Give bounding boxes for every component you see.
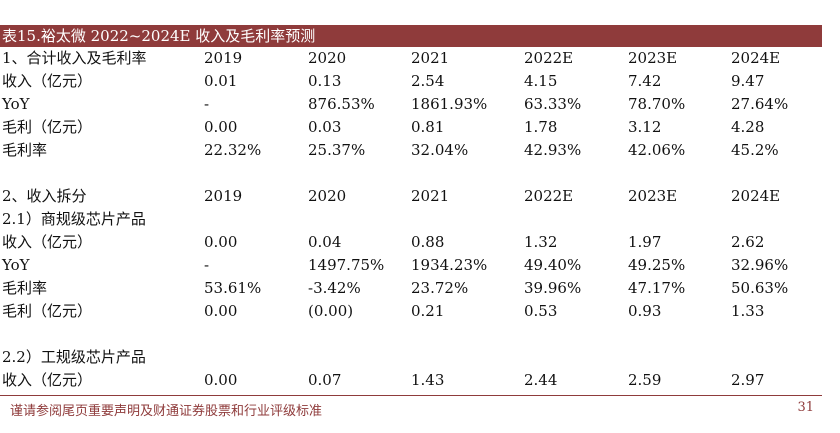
value-cell: 0.93 xyxy=(628,302,662,320)
table-row: 毛利（亿元） 0.00 0.03 0.81 1.78 3.12 4.28 xyxy=(0,116,822,139)
value-cell: 78.70% xyxy=(628,95,686,113)
value-cell: 0.88 xyxy=(411,233,445,251)
value-cell: 32.04% xyxy=(411,141,469,159)
value-cell: 42.93% xyxy=(524,141,582,159)
value-cell: 0.00 xyxy=(204,371,238,389)
value-cell: 53.61% xyxy=(204,279,262,297)
row-label: 毛利率 xyxy=(2,279,48,297)
value-cell: 0.00 xyxy=(204,118,238,136)
value-cell: 49.25% xyxy=(628,256,686,274)
row-label: 收入（亿元） xyxy=(2,72,93,90)
table-title: 表15.裕太微 2022~2024E 收入及毛利率预测 xyxy=(0,25,822,47)
table-row: 毛利率 22.32% 25.37% 32.04% 42.93% 42.06% 45.2% xyxy=(0,139,822,162)
value-cell: 23.72% xyxy=(411,279,469,297)
value-cell: 2023E xyxy=(628,49,678,67)
table-row: 收入（亿元） 0.00 0.04 0.88 1.32 1.97 2.62 xyxy=(0,231,822,254)
value-cell: 50.63% xyxy=(731,279,789,297)
value-cell: 1.32 xyxy=(524,233,558,251)
value-cell: 2024E xyxy=(731,49,781,67)
value-cell: 2023E xyxy=(628,187,678,205)
value-cell: 63.33% xyxy=(524,95,582,113)
value-cell: 0.81 xyxy=(411,118,445,136)
footer-disclaimer: 谨请参阅尾页重要声明及财通证券股票和行业评级标准 xyxy=(10,404,323,419)
value-cell: 0.53 xyxy=(524,302,558,320)
table-row: YoY - 876.53% 1861.93% 63.33% 78.70% 27.64% xyxy=(0,93,822,116)
table-row: 毛利率 53.61% -3.42% 23.72% 39.96% 47.17% 50.63% xyxy=(0,277,822,300)
value-cell: 2.59 xyxy=(628,371,662,389)
row-label: 2.2）工规级芯片产品 xyxy=(2,348,146,366)
value-cell: 25.37% xyxy=(308,141,366,159)
value-cell: 0.04 xyxy=(308,233,342,251)
row-label: YoY xyxy=(2,95,30,113)
table-row: 1、合计收入及毛利率 2019 2020 2021 2022E 2023E 2024E xyxy=(0,47,822,70)
row-label: 2.1）商规级芯片产品 xyxy=(2,210,146,228)
value-cell: 876.53% xyxy=(308,95,375,113)
value-cell: 47.17% xyxy=(628,279,686,297)
value-cell: 2.62 xyxy=(731,233,765,251)
value-cell: 0.01 xyxy=(204,72,238,90)
value-cell: 1861.93% xyxy=(411,95,488,113)
value-cell: 22.32% xyxy=(204,141,262,159)
value-cell: 2024E xyxy=(731,187,781,205)
value-cell: 0.03 xyxy=(308,118,342,136)
value-cell: 2020 xyxy=(308,187,347,205)
value-cell: 0.21 xyxy=(411,302,445,320)
value-cell: 4.28 xyxy=(731,118,765,136)
value-cell: (0.00) xyxy=(308,302,354,320)
value-cell: 1.78 xyxy=(524,118,558,136)
value-cell: 42.06% xyxy=(628,141,686,159)
value-cell: 2019 xyxy=(204,187,243,205)
page-number: 31 xyxy=(797,400,814,415)
value-cell: 49.40% xyxy=(524,256,582,274)
value-cell: 1.33 xyxy=(731,302,765,320)
value-cell: 0.07 xyxy=(308,371,342,389)
table-row xyxy=(0,323,822,346)
value-cell: 2.44 xyxy=(524,371,558,389)
value-cell: 32.96% xyxy=(731,256,789,274)
row-label: 毛利（亿元） xyxy=(2,302,93,320)
forecast-table: 1、合计收入及毛利率 2019 2020 2021 2022E 2023E 2024E 收入（… xyxy=(0,47,822,392)
row-label: 1、合计收入及毛利率 xyxy=(2,49,147,67)
row-label: 2、收入拆分 xyxy=(2,187,87,205)
value-cell: - xyxy=(204,95,210,113)
value-cell: 1.97 xyxy=(628,233,662,251)
value-cell: 2.97 xyxy=(731,371,765,389)
value-cell: 2021 xyxy=(411,187,450,205)
table-row xyxy=(0,162,822,185)
value-cell: 1497.75% xyxy=(308,256,385,274)
table-row: 2.2）工规级芯片产品 xyxy=(0,346,822,369)
value-cell: 2.54 xyxy=(411,72,445,90)
value-cell: 39.96% xyxy=(524,279,582,297)
value-cell: 2019 xyxy=(204,49,243,67)
value-cell: 7.42 xyxy=(628,72,662,90)
value-cell: 2022E xyxy=(524,187,574,205)
value-cell: 3.12 xyxy=(628,118,662,136)
table-row: 毛利（亿元） 0.00 (0.00) 0.21 0.53 0.93 1.33 xyxy=(0,300,822,323)
value-cell: 2021 xyxy=(411,49,450,67)
value-cell: -3.42% xyxy=(308,279,361,297)
row-label: YoY xyxy=(2,256,30,274)
value-cell: 1.43 xyxy=(411,371,445,389)
row-label: 收入（亿元） xyxy=(2,371,93,389)
table-row: 收入（亿元） 0.00 0.07 1.43 2.44 2.59 2.97 xyxy=(0,369,822,392)
value-cell: 45.2% xyxy=(731,141,779,159)
value-cell: 1934.23% xyxy=(411,256,488,274)
value-cell: 0.00 xyxy=(204,233,238,251)
value-cell: 0.13 xyxy=(308,72,342,90)
footer-divider xyxy=(0,395,822,396)
table-row: YoY - 1497.75% 1934.23% 49.40% 49.25% 32.96% xyxy=(0,254,822,277)
value-cell: 9.47 xyxy=(731,72,765,90)
value-cell: - xyxy=(204,256,210,274)
value-cell: 2020 xyxy=(308,49,347,67)
row-label: 收入（亿元） xyxy=(2,233,93,251)
value-cell: 4.15 xyxy=(524,72,558,90)
row-label: 毛利率 xyxy=(2,141,48,159)
table-row: 2、收入拆分 2019 2020 2021 2022E 2023E 2024E xyxy=(0,185,822,208)
row-label: 毛利（亿元） xyxy=(2,118,93,136)
table-row: 收入（亿元） 0.01 0.13 2.54 4.15 7.42 9.47 xyxy=(0,70,822,93)
value-cell: 2022E xyxy=(524,49,574,67)
table-row: 2.1）商规级芯片产品 xyxy=(0,208,822,231)
value-cell: 0.00 xyxy=(204,302,238,320)
value-cell: 27.64% xyxy=(731,95,789,113)
